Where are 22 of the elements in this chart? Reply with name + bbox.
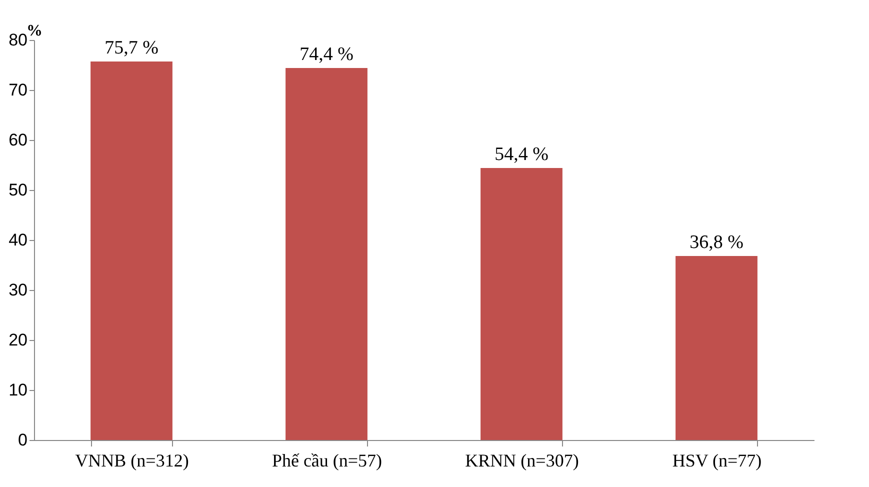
x-tick-label: KRNN (n=307) (465, 450, 579, 470)
y-tick-label: 80 (8, 30, 28, 50)
x-tick-label: VNNB (n=312) (75, 450, 189, 470)
bar (676, 256, 758, 440)
data-label: 75,7 % (104, 38, 159, 58)
y-tick-label: 40 (8, 230, 28, 250)
bar (480, 168, 562, 440)
y-tick-label: 50 (8, 180, 28, 200)
y-tick-label: 60 (8, 130, 28, 150)
data-label: 54,4 % (494, 144, 549, 165)
data-label: 36,8 % (690, 232, 744, 253)
data-label: 74,4 % (300, 44, 354, 65)
y-tick-label: 20 (8, 330, 28, 350)
bar (286, 68, 368, 440)
y-tick-label: 30 (8, 280, 28, 300)
y-tick-label: 10 (8, 380, 28, 400)
x-tick-label: HSV (n=77) (672, 450, 762, 470)
x-tick-label: Phế cầu (n=57) (272, 450, 382, 470)
bar (90, 62, 172, 440)
y-axis-title: % (26, 22, 42, 40)
y-tick-label: 0 (18, 430, 28, 450)
y-tick-label: 70 (8, 80, 28, 100)
